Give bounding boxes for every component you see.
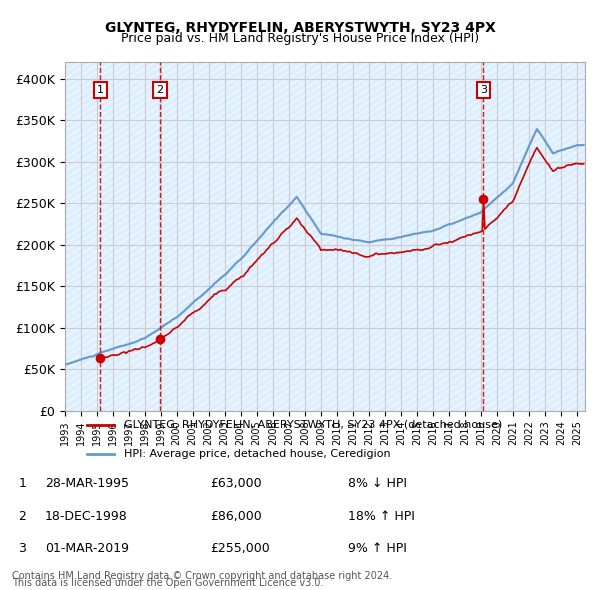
Line: HPI: Average price, detached house, Ceredigion: HPI: Average price, detached house, Cere…	[65, 129, 584, 365]
GLYNTEG, RHYDYFELIN, ABERYSTWYTH, SY23 4PX (detached house)	[511, 195, 518, 202]
Text: £255,000: £255,000	[210, 542, 270, 555]
Text: 18% ↑ HPI: 18% ↑ HPI	[348, 510, 415, 523]
Text: 1: 1	[19, 477, 26, 490]
GLYNTEG, RHYDYFELIN, ABERYSTWYTH, SY23 4PX (detached house)	[533, 144, 541, 151]
Text: Price paid vs. HM Land Registry's House Price Index (HPI): Price paid vs. HM Land Registry's House …	[121, 32, 479, 45]
GLYNTEG, RHYDYFELIN, ABERYSTWYTH, SY23 4PX (detached house)	[290, 218, 298, 225]
Text: This data is licensed under the Open Government Licence v3.0.: This data is licensed under the Open Gov…	[12, 578, 323, 588]
HPI: Average price, detached house, Ceredigion: (1.99e+03, 5.53e+04): Average price, detached house, Ceredigio…	[61, 361, 68, 368]
Line: GLYNTEG, RHYDYFELIN, ABERYSTWYTH, SY23 4PX (detached house): GLYNTEG, RHYDYFELIN, ABERYSTWYTH, SY23 4…	[98, 148, 584, 359]
Text: 28-MAR-1995: 28-MAR-1995	[45, 477, 129, 490]
Text: 2: 2	[157, 85, 164, 95]
GLYNTEG, RHYDYFELIN, ABERYSTWYTH, SY23 4PX (detached house)	[197, 304, 205, 312]
HPI: Average price, detached house, Ceredigion: (2.02e+03, 2.17e+05): Average price, detached house, Ceredigio…	[429, 227, 436, 234]
HPI: Average price, detached house, Ceredigion: (2.02e+03, 2.26e+05): Average price, detached house, Ceredigio…	[449, 220, 457, 227]
Text: 8% ↓ HPI: 8% ↓ HPI	[348, 477, 407, 490]
Text: HPI: Average price, detached house, Ceredigion: HPI: Average price, detached house, Cere…	[124, 450, 390, 459]
HPI: Average price, detached house, Ceredigion: (2.02e+03, 2.51e+05): Average price, detached house, Ceredigio…	[488, 199, 495, 206]
Text: GLYNTEG, RHYDYFELIN, ABERYSTWYTH, SY23 4PX: GLYNTEG, RHYDYFELIN, ABERYSTWYTH, SY23 4…	[104, 21, 496, 35]
Text: 2: 2	[19, 510, 26, 523]
Text: 3: 3	[19, 542, 26, 555]
Text: 3: 3	[480, 85, 487, 95]
Text: £63,000: £63,000	[210, 477, 262, 490]
HPI: Average price, detached house, Ceredigion: (2.01e+03, 2.13e+05): Average price, detached house, Ceredigio…	[409, 231, 416, 238]
Text: Contains HM Land Registry data © Crown copyright and database right 2024.: Contains HM Land Registry data © Crown c…	[12, 571, 392, 581]
Text: £86,000: £86,000	[210, 510, 262, 523]
Text: GLYNTEG, RHYDYFELIN, ABERYSTWYTH, SY23 4PX (detached house): GLYNTEG, RHYDYFELIN, ABERYSTWYTH, SY23 4…	[124, 420, 502, 430]
HPI: Average price, detached house, Ceredigion: (2.03e+03, 3.2e+05): Average price, detached house, Ceredigio…	[580, 142, 587, 149]
GLYNTEG, RHYDYFELIN, ABERYSTWYTH, SY23 4PX (detached house)	[228, 281, 235, 289]
HPI: Average price, detached house, Ceredigion: (2e+03, 7.91e+04): Average price, detached house, Ceredigio…	[122, 342, 130, 349]
HPI: Average price, detached house, Ceredigion: (2.02e+03, 2.32e+05): Average price, detached house, Ceredigio…	[461, 215, 469, 222]
GLYNTEG, RHYDYFELIN, ABERYSTWYTH, SY23 4PX (detached house)	[94, 355, 101, 362]
Text: 01-MAR-2019: 01-MAR-2019	[45, 542, 129, 555]
GLYNTEG, RHYDYFELIN, ABERYSTWYTH, SY23 4PX (detached house)	[288, 221, 295, 228]
Text: 9% ↑ HPI: 9% ↑ HPI	[348, 542, 407, 555]
Text: 18-DEC-1998: 18-DEC-1998	[45, 510, 128, 523]
HPI: Average price, detached house, Ceredigion: (2.02e+03, 3.39e+05): Average price, detached house, Ceredigio…	[533, 126, 541, 133]
Text: 1: 1	[97, 85, 104, 95]
GLYNTEG, RHYDYFELIN, ABERYSTWYTH, SY23 4PX (detached house)	[580, 160, 587, 167]
GLYNTEG, RHYDYFELIN, ABERYSTWYTH, SY23 4PX (detached house)	[559, 164, 566, 171]
